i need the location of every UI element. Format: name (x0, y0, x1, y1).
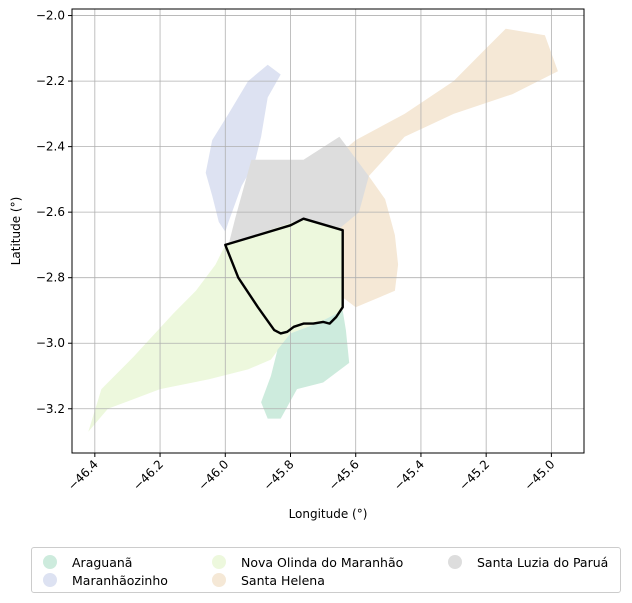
regions-layer (88, 28, 558, 432)
legend-item-santa-helena: Santa Helena (212, 570, 325, 590)
legend-label: Araguanã (72, 554, 133, 570)
legend-swatch-santa-luzia (448, 555, 462, 569)
highlight-outline-layer (224, 217, 344, 335)
x-tick-label: −46.2 (130, 457, 166, 493)
region-santa-luzia-do-parua (228, 136, 369, 245)
legend-swatch-araguana (43, 555, 57, 569)
y-tick-label: −2.2 (36, 74, 65, 88)
legend-item-maranhaozinho: Maranhãozinho (43, 570, 168, 590)
y-tick-label: −2.6 (36, 205, 65, 219)
region-maranhaozinho (205, 64, 281, 232)
region-santa-helena (336, 28, 558, 308)
grid-layer (72, 9, 584, 453)
legend-item-nova-olinda: Nova Olinda do Maranhão (212, 552, 403, 572)
y-tick-label: −2.4 (36, 140, 65, 154)
x-tick-label: −45.2 (456, 457, 492, 493)
x-tick-label: −45.0 (522, 457, 558, 493)
legend-swatch-nova-olinda (212, 555, 226, 569)
y-tick-label: −3.0 (36, 336, 65, 350)
plot-frame (71, 8, 585, 454)
legend-item-araguana: Araguanã (43, 552, 132, 572)
y-tick-label: −3.2 (36, 402, 65, 416)
legend-label: Santa Helena (241, 572, 325, 588)
y-ticks: −2.0 −2.2 −2.4 −2.6 −2.8 −3.0 −3.2 (36, 9, 72, 416)
y-tick-label: −2.0 (36, 9, 65, 23)
legend: Araguanã Maranhãozinho Nova Olinda do Ma… (31, 547, 621, 593)
region-nova-olinda-do-maranhao (88, 218, 343, 432)
x-tick-label: −46.0 (195, 457, 231, 493)
legend-swatch-santa-helena (212, 573, 226, 587)
x-tick-label: −45.8 (261, 457, 297, 493)
legend-label: Nova Olinda do Maranhão (241, 554, 404, 570)
y-tick-label: −2.8 (36, 271, 65, 285)
y-axis-label: Latitude (°) (9, 197, 23, 266)
legend-swatch-maranhaozinho (43, 573, 57, 587)
x-axis-label: Longitude (°) (289, 507, 368, 521)
legend-label: Santa Luzia do Paruá (477, 554, 609, 570)
x-tick-label: −45.6 (326, 457, 362, 493)
x-tick-label: −46.4 (65, 457, 101, 493)
x-ticks: −46.4 −46.2 −46.0 −45.8 −45.6 −45.4 −45.2 −45.0 (65, 453, 558, 493)
x-tick-label: −45.4 (391, 457, 427, 493)
region-araguana (261, 310, 350, 419)
legend-label: Maranhãozinho (72, 572, 168, 588)
legend-item-santa-luzia: Santa Luzia do Paruá (448, 552, 608, 572)
highlight-outline-nova-olinda-do-maranhao (224, 217, 344, 335)
